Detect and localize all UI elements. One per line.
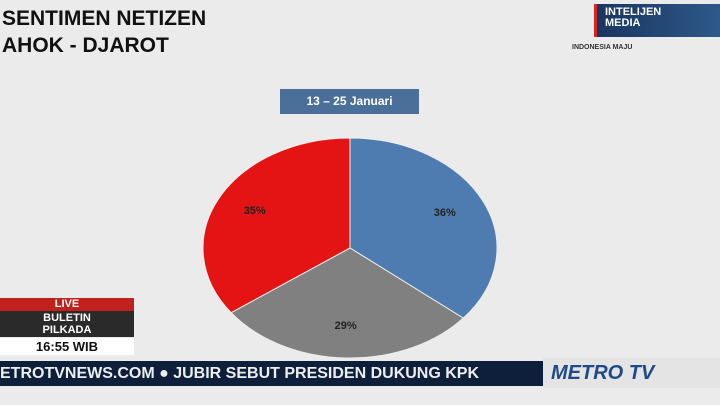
news-ticker: ETROTVNEWS.COM ● JUBIR SEBUT PRESIDEN DU… (0, 361, 543, 386)
slice-label: 36% (433, 207, 456, 220)
pie-slice (230, 247, 465, 359)
slice-label: 29% (334, 320, 357, 333)
sponsor-sub: INDONESIA MAJU (572, 44, 633, 51)
pie-slice (202, 137, 351, 314)
title-line-1: SENTIMEN NETIZEN (2, 7, 207, 30)
title-line-2: AHOK - DJAROT (2, 34, 169, 57)
channel-logo: METRO TV (543, 358, 720, 388)
sponsor-logo: INTELIJEN MEDIA (594, 4, 720, 37)
slice-label: 35% (243, 205, 266, 218)
program-name-2: PILKADA (0, 324, 134, 337)
live-box: LIVE BULETIN PILKADA 16:55 WIB (0, 298, 134, 355)
program-name-1: BULETIN (0, 311, 134, 324)
sponsor-line2: MEDIA (605, 17, 641, 29)
pie-slice (349, 137, 498, 319)
sponsor-line1: INTELIJEN (605, 6, 662, 18)
chart-title: 13 – 25 Januari (280, 89, 419, 114)
live-badge: LIVE (0, 298, 134, 311)
clock: 16:55 WIB (0, 338, 134, 355)
